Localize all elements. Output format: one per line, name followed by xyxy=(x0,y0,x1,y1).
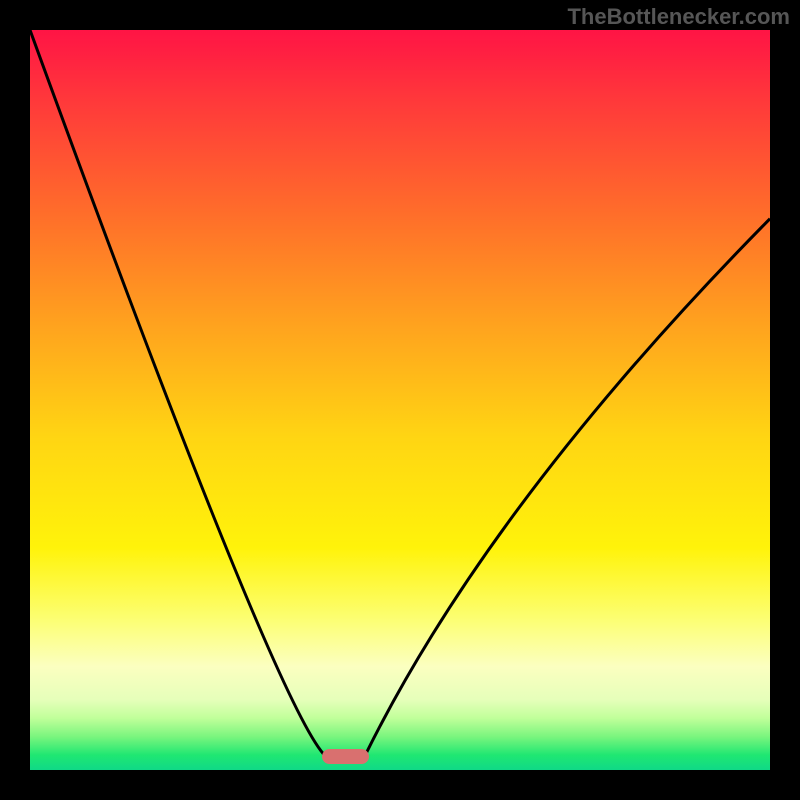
curve-left-branch xyxy=(30,30,326,757)
bottleneck-curve xyxy=(30,30,770,770)
curve-right-branch xyxy=(364,219,770,757)
optimal-marker xyxy=(322,749,369,764)
plot-area xyxy=(30,30,770,770)
watermark-text: TheBottlenecker.com xyxy=(567,4,790,30)
